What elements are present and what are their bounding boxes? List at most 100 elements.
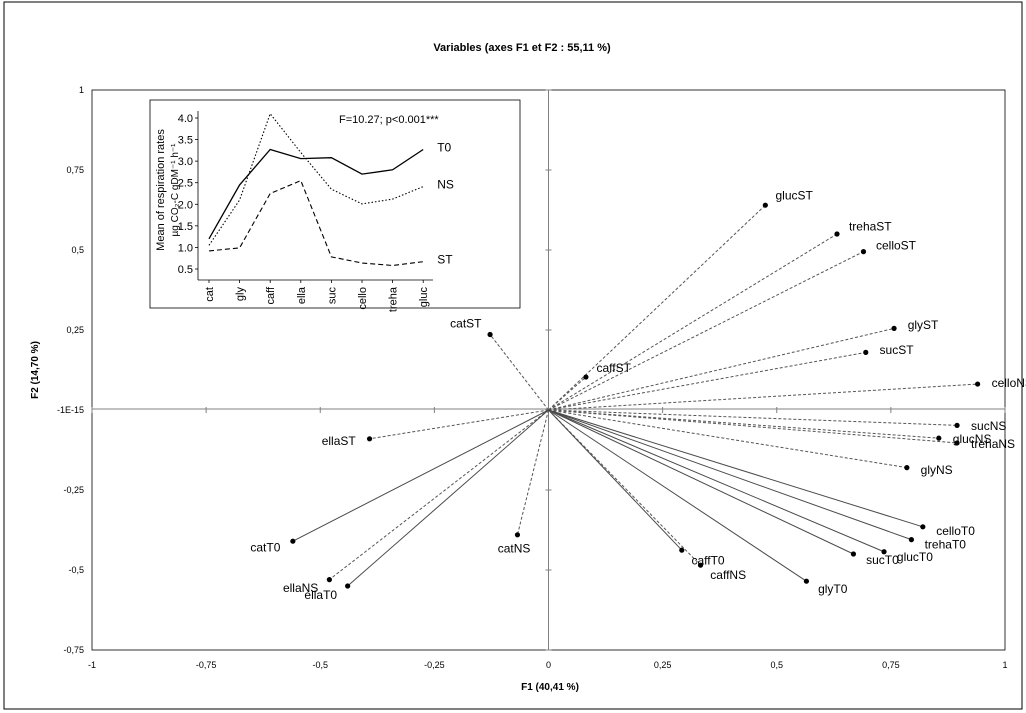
- inset-y-tick-label: 2.5: [178, 178, 193, 190]
- vector-caffST: [548, 376, 587, 411]
- label-glucNS: glucNS: [953, 432, 992, 446]
- label-glucT0: glucT0: [897, 550, 933, 564]
- vector-celloT0: [548, 409, 923, 528]
- vector-trehaST: [548, 233, 838, 411]
- point-sucST: [863, 349, 869, 355]
- label-catST: catST: [450, 316, 482, 330]
- point-catT0: [290, 538, 296, 544]
- label-glyT0: glyT0: [818, 582, 848, 596]
- y-tick-label: 0,5: [71, 245, 84, 255]
- inset-category-label: suc: [326, 287, 338, 305]
- vector-sucST: [548, 351, 866, 411]
- point-ellaNS: [326, 577, 332, 583]
- y-tick-label: 0,25: [66, 325, 84, 335]
- x-tick-label: -0,25: [424, 660, 445, 670]
- inset-chart: Mean of respiration rates µg CO₂-C gDM⁻¹…: [149, 99, 521, 312]
- point-ellaST: [366, 436, 373, 442]
- inset-y-ticks: 0.5 1.0 1.5 2.0 2.5 3.0 3.5 4.0: [178, 113, 198, 276]
- label-celloT0: celloT0: [936, 524, 975, 538]
- inset-y-tick-label: 1.0: [178, 242, 193, 254]
- x-tick-label: 0,25: [654, 660, 672, 670]
- inset-y-tick-label: 1.5: [178, 221, 193, 233]
- label-catNS: catNS: [498, 541, 531, 555]
- inset-category-label: caff: [265, 286, 277, 304]
- vector-ellaT0: [347, 409, 549, 587]
- inset-category-label: gly: [235, 287, 247, 302]
- point-glucNS: [936, 435, 942, 441]
- inset-y-axis-title: Mean of respiration rates: [155, 129, 167, 251]
- point-sucNS: [954, 422, 960, 428]
- vector-caffT0: [548, 409, 683, 551]
- vector-trehaT0: [548, 409, 912, 541]
- inset-annotation: F=10.27; p<0.001***: [339, 114, 439, 126]
- inset-category-label: cat: [204, 287, 216, 302]
- inset-y-tick-label: 2.0: [178, 199, 193, 211]
- point-caffT0: [679, 547, 685, 553]
- inset-series-label-ST: ST: [437, 253, 453, 267]
- point-sucT0: [850, 551, 857, 557]
- inset-series-label-NS: NS: [437, 178, 454, 192]
- point-glyNS: [904, 465, 910, 471]
- point-catNS: [514, 532, 521, 538]
- point-glyST: [891, 325, 897, 331]
- point-glucST: [762, 202, 768, 208]
- inset-category-label: gluc: [418, 287, 430, 308]
- x-tick-label: -0,75: [196, 660, 217, 670]
- inset-y-axis-unit: µg CO₂-C gDM⁻¹ h⁻¹: [170, 143, 181, 237]
- x-tick-label: 0,5: [770, 660, 783, 670]
- vector-glyNS: [548, 409, 907, 469]
- x-tick-label: 1: [1002, 660, 1007, 670]
- vector-catNS: [516, 409, 549, 535]
- x-tick-label: 0: [546, 660, 551, 670]
- x-axis-title: F1 (40,41 %): [521, 682, 579, 693]
- label-sucST: sucST: [880, 343, 915, 357]
- inset-series-label-T0: T0: [437, 140, 451, 154]
- vector-sucNS: [548, 409, 958, 426]
- x-tick-label: -1: [88, 660, 96, 670]
- vector-caffNS: [548, 409, 701, 566]
- label-trehaNS: trehaNS: [971, 437, 1015, 451]
- inset-category-label: ella: [296, 286, 308, 304]
- y-tick-label: -0,5: [68, 565, 84, 575]
- vector-glyST: [548, 327, 895, 411]
- y-axis-title: F2 (14,70 %): [30, 341, 41, 399]
- label-caffT0: caffT0: [691, 553, 724, 567]
- inset-y-tick-label: 3.5: [178, 135, 193, 147]
- point-catST: [487, 331, 493, 338]
- chart-title: Variables (axes F1 et F2 : 55,11 %): [433, 42, 611, 54]
- label-caffST: caffST: [596, 361, 631, 375]
- label-trehaST: trehaST: [849, 220, 892, 234]
- x-tick-label: -0,5: [312, 660, 328, 670]
- label-glucST: glucST: [776, 189, 814, 203]
- inset-y-tick-label: 4.0: [178, 113, 193, 125]
- inset-y-tick-label: 3.0: [178, 156, 193, 168]
- point-celloNS: [975, 381, 981, 387]
- vector-celloNS: [548, 383, 978, 411]
- vector-ellaNS: [329, 409, 549, 580]
- variable-points: [290, 202, 981, 589]
- inset-category-label: treha: [388, 286, 400, 312]
- point-celloST: [860, 249, 867, 255]
- point-trehaNS: [954, 440, 960, 446]
- point-glucT0: [881, 549, 887, 555]
- vector-glyT0: [548, 409, 807, 582]
- variable-labels: glucST trehaST cello ST glyST sucST caffST catS…: [250, 189, 1026, 603]
- point-celloT0: [920, 524, 926, 530]
- x-axis-ticks: -1 -0,75 -0,5 -0,25 0 0,25 0,5 0,75 1: [88, 407, 1008, 670]
- label-ellaST: ellaST: [322, 434, 357, 448]
- inset-category-label: cello: [357, 287, 369, 310]
- label-glyST: glyST: [908, 318, 939, 332]
- vector-sucT0: [548, 409, 854, 555]
- x-tick-label: 0,75: [882, 660, 900, 670]
- inset-frame: [149, 99, 521, 309]
- inset-x-ticks: cat gly caff ella suc cello treha gluc: [204, 280, 430, 312]
- label-ellaNS: ellaNS: [283, 581, 318, 595]
- y-tick-label: -1E-15: [57, 405, 84, 415]
- label-glyNS: glyNS: [921, 463, 953, 477]
- vector-ellaST: [369, 409, 549, 440]
- inset-y-tick-label: 0.5: [178, 264, 193, 276]
- variable-vectors: [292, 204, 978, 587]
- vector-glucT0: [548, 409, 885, 553]
- point-trehaT0: [908, 537, 915, 543]
